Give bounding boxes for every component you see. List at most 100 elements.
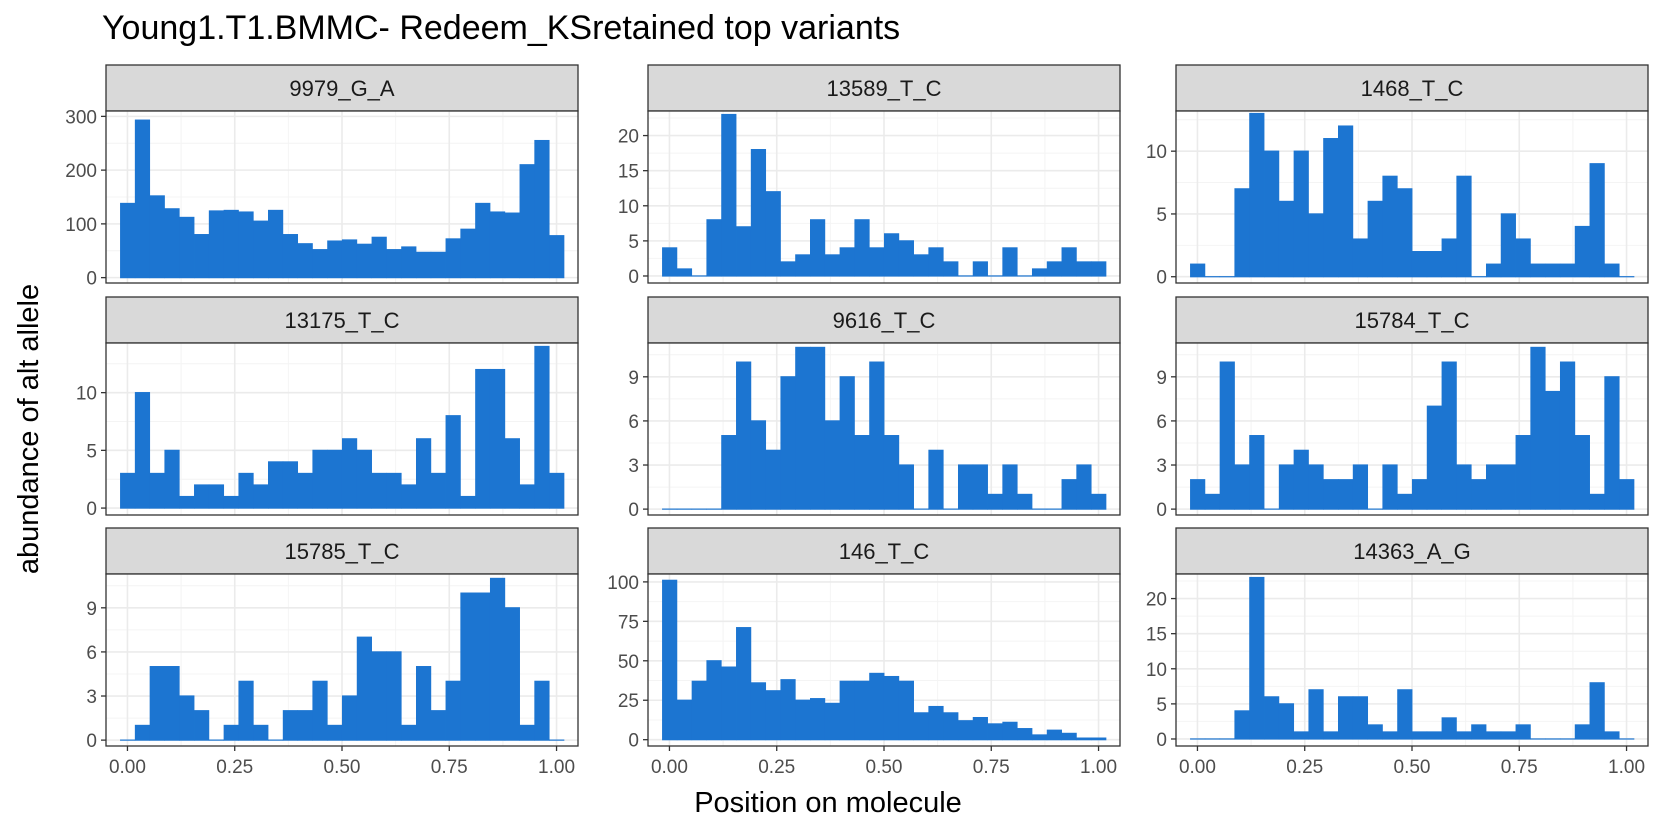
histogram-bar <box>445 415 461 509</box>
histogram-bar <box>460 495 476 509</box>
histogram-bar <box>1426 251 1442 278</box>
histogram-bar <box>987 493 1003 510</box>
histogram-bar <box>750 149 767 277</box>
histogram-bar <box>721 113 737 277</box>
histogram-bar <box>120 739 136 741</box>
histogram-bar <box>223 724 239 741</box>
y-tick-label: 3 <box>1156 456 1167 477</box>
facet-strip <box>105 64 579 112</box>
histogram-bar <box>1308 464 1324 510</box>
histogram-bar <box>489 577 506 741</box>
histogram-bar <box>706 508 722 510</box>
histogram-bar <box>164 449 180 509</box>
histogram-bar <box>1485 263 1502 278</box>
histogram-bar <box>1426 731 1442 740</box>
histogram-bar <box>504 607 520 741</box>
histogram-bar <box>282 461 299 509</box>
histogram-bar <box>401 246 417 279</box>
histogram-bar <box>1061 479 1077 510</box>
histogram-bar <box>839 376 855 510</box>
histogram-bar <box>1204 493 1221 510</box>
histogram-bar <box>854 219 870 277</box>
x-tick-label: 1.00 <box>538 757 575 778</box>
histogram-bar <box>1500 731 1516 740</box>
facet-strip <box>1175 296 1649 344</box>
plot-area <box>106 111 578 283</box>
facet-strip <box>647 64 1121 112</box>
histogram-bar <box>1002 247 1018 277</box>
facet-panel: 15784_T_C 0 3 6 9 <box>1156 296 1649 521</box>
histogram-bar <box>1338 479 1354 510</box>
histogram-bar <box>1471 276 1487 278</box>
histogram-bar <box>883 435 900 510</box>
y-tick-label: 0 <box>86 269 97 290</box>
histogram-bar <box>706 219 722 277</box>
histogram-bar <box>824 254 841 277</box>
x-tick-label: 1.00 <box>1608 757 1645 778</box>
histogram-bar <box>401 484 417 509</box>
histogram-bar <box>549 235 565 279</box>
histogram-bar <box>1382 464 1398 510</box>
histogram-bar <box>1471 724 1487 740</box>
y-tick-label: 0 <box>86 499 97 520</box>
histogram-bar <box>253 724 269 741</box>
facet-panel: 1468_T_C 0 5 10 <box>1146 64 1649 289</box>
histogram-bar <box>194 484 210 509</box>
x-tick-label: 0.50 <box>324 757 361 778</box>
histogram-bar <box>149 195 165 279</box>
histogram-bar <box>721 666 737 741</box>
histogram-bar <box>1426 405 1442 510</box>
plot-area <box>648 111 1120 283</box>
histogram-bar <box>943 508 959 510</box>
histogram-bar <box>662 579 678 741</box>
histogram-bar <box>1589 163 1605 278</box>
x-tick-label: 0.00 <box>1179 757 1216 778</box>
histogram-bar <box>1091 493 1107 510</box>
y-axis-title: abundance of alt allele <box>13 284 45 574</box>
histogram-bar <box>839 680 855 741</box>
plot-area <box>106 343 578 515</box>
histogram-bar <box>1500 464 1516 510</box>
histogram-bar <box>268 209 284 279</box>
histogram-bar <box>780 376 796 510</box>
histogram-bar <box>1411 479 1428 510</box>
histogram-bar <box>1076 737 1092 741</box>
histogram-bar <box>549 472 565 509</box>
histogram-bar <box>928 449 944 510</box>
histogram-bar <box>1204 738 1221 740</box>
histogram-bar <box>898 680 914 741</box>
histogram-bar <box>1219 361 1235 510</box>
histogram-bar <box>475 202 491 279</box>
histogram-bar <box>780 679 796 741</box>
facet-panel: 14363_A_G 0 5 10 15 20 0.00 0.25 0.50 0.75 1.00 <box>1146 527 1649 778</box>
facet-label: 15784_T_C <box>1355 308 1470 333</box>
histogram-bar <box>1190 263 1206 278</box>
histogram-bar <box>1061 247 1077 277</box>
histogram-bar <box>1619 738 1635 740</box>
facet-panel: 146_T_C 0 25 50 75 100 0.00 0.25 0.50 0.75 1.00 <box>607 527 1121 778</box>
histogram-bar <box>297 472 313 509</box>
histogram-bar <box>134 119 151 279</box>
histogram-bar <box>327 449 343 509</box>
histogram-bar <box>1559 263 1576 278</box>
histogram-bar <box>1441 238 1457 278</box>
histogram-bar <box>1190 479 1206 510</box>
histogram-bar <box>913 254 929 277</box>
histogram-bar <box>1091 737 1107 741</box>
x-tick-label: 0.50 <box>866 757 903 778</box>
histogram-bar <box>268 461 284 509</box>
histogram-bar <box>120 202 136 279</box>
histogram-bar <box>312 449 328 509</box>
y-tick-label: 0 <box>628 267 639 288</box>
histogram-bar <box>1397 493 1413 510</box>
histogram-bar <box>1278 703 1295 740</box>
y-tick-label: 9 <box>86 599 97 620</box>
y-tick-label: 0 <box>1156 268 1167 289</box>
histogram-bar <box>1367 724 1383 740</box>
histogram-bar <box>534 139 550 279</box>
histogram-bar <box>1352 238 1369 278</box>
facet-panel: 9616_T_C 0 3 6 9 <box>628 296 1121 521</box>
histogram-bar <box>208 210 225 279</box>
histogram-bar <box>1219 276 1235 278</box>
